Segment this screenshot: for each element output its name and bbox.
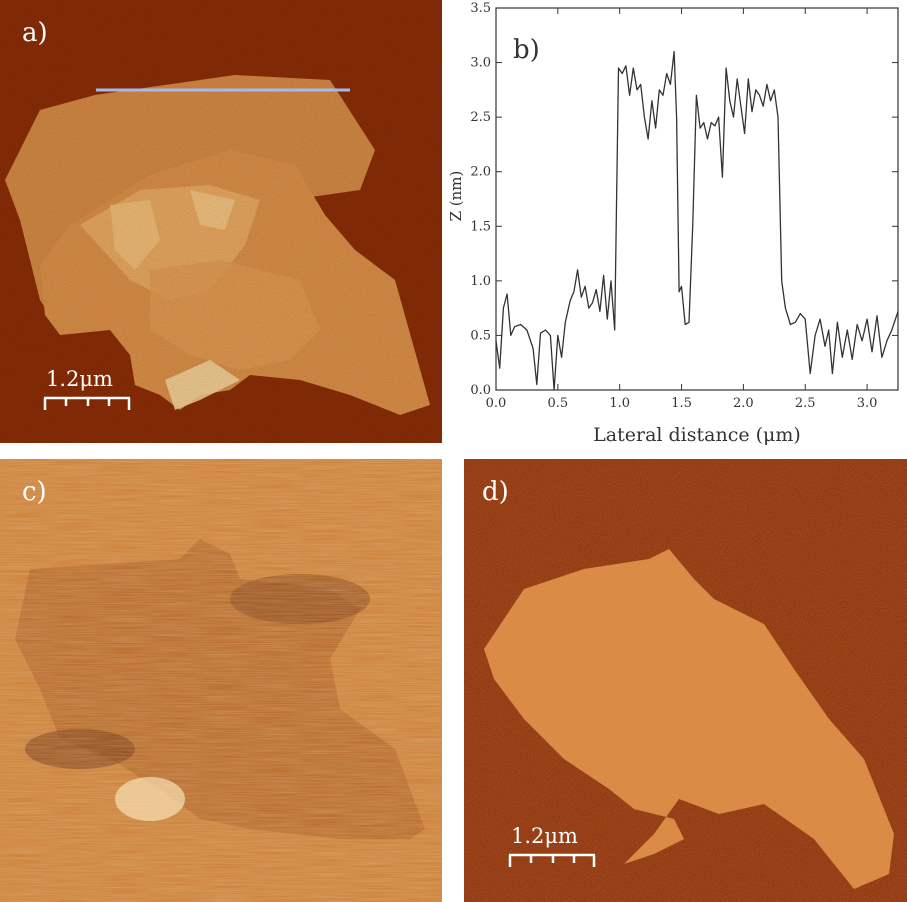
profile-series-line xyxy=(495,51,899,391)
panel-label-a: a) xyxy=(22,18,48,48)
amplitude-image xyxy=(464,459,907,902)
scale-bar-label-a: 1.2μm xyxy=(46,367,113,391)
y-tick-label: 2.5 xyxy=(470,110,491,125)
x-tick-label: 1.5 xyxy=(671,396,692,411)
y-tick-label: 1.5 xyxy=(470,219,491,234)
plot-frame xyxy=(495,7,899,391)
y-tick-label: 1.0 xyxy=(470,274,491,289)
y-tick-label: 3.5 xyxy=(470,1,491,16)
height-profile-chart: 0.0 0.5 1.0 1.5 2.0 2.5 3.0 0.0 0.5 1.0 1.5 2.0 2.5 3… xyxy=(447,1,899,446)
x-tick-label: 2.5 xyxy=(795,396,816,411)
scale-bar xyxy=(43,396,131,410)
afm-amplitude-panel: d) 1.2μm xyxy=(464,459,907,902)
x-tick-label: 0.0 xyxy=(486,396,507,411)
x-tick-label: 0.5 xyxy=(548,396,569,411)
panel-label-d: d) xyxy=(482,477,509,507)
phase-image xyxy=(0,459,442,902)
x-tick-label: 2.0 xyxy=(733,396,754,411)
height-profile-panel: 0.0 0.5 1.0 1.5 2.0 2.5 3.0 0.0 0.5 1.0 1.5 2.0 2.5 3… xyxy=(443,0,907,452)
panel-label-c: c) xyxy=(22,477,47,507)
topography-image xyxy=(0,0,442,443)
afm-phase-panel: c) xyxy=(0,459,442,902)
y-tick-label: 0.5 xyxy=(470,328,491,343)
x-tick-label: 3.0 xyxy=(857,396,878,411)
y-tick-label: 0.0 xyxy=(470,383,491,398)
scale-bar-label-d: 1.2μm xyxy=(511,824,578,848)
y-axis-label: Z (nm) xyxy=(447,171,465,222)
x-tick-label: 1.0 xyxy=(609,396,630,411)
panel-label-b: b) xyxy=(513,35,540,65)
x-axis-label: Lateral distance (μm) xyxy=(593,424,801,446)
scale-bar xyxy=(508,853,596,867)
afm-topography-panel: a) 1.2μm xyxy=(0,0,442,443)
y-tick-label: 3.0 xyxy=(470,56,491,71)
y-tick-label: 2.0 xyxy=(470,165,491,180)
